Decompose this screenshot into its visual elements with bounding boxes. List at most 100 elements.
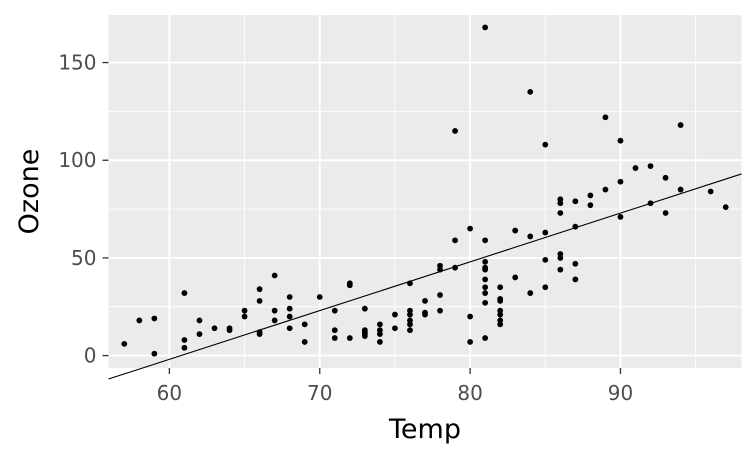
x-axis: 60 70 80 90	[157, 368, 633, 405]
data-point	[151, 350, 158, 357]
data-point	[226, 327, 233, 334]
data-point	[557, 200, 564, 207]
data-point	[647, 163, 654, 170]
data-point	[617, 178, 624, 185]
data-point	[181, 344, 188, 351]
data-point	[422, 297, 428, 304]
data-point	[376, 339, 383, 345]
data-point	[452, 237, 458, 244]
data-point	[331, 335, 338, 341]
y-tick-label: 150	[58, 51, 96, 75]
data-point	[587, 192, 594, 199]
data-point	[286, 325, 293, 332]
data-point	[376, 321, 383, 328]
data-point	[271, 317, 278, 324]
data-point	[707, 188, 714, 195]
data-point	[527, 233, 534, 240]
data-point	[271, 307, 278, 314]
data-point	[497, 284, 504, 291]
data-point	[497, 311, 504, 318]
data-point	[512, 274, 519, 281]
x-tick-label: 90	[608, 381, 633, 405]
data-point	[346, 335, 353, 341]
data-point	[256, 286, 263, 293]
data-point	[271, 272, 278, 279]
data-point	[482, 299, 489, 306]
data-point	[211, 325, 218, 332]
data-point	[361, 333, 368, 339]
data-point	[662, 210, 669, 216]
y-tick-label: 0	[84, 344, 97, 368]
regression-line-group	[108, 173, 742, 380]
data-point	[301, 321, 308, 328]
data-point	[316, 294, 323, 300]
data-point	[467, 225, 474, 232]
x-axis-title: Temp	[388, 414, 461, 445]
data-point	[482, 24, 489, 31]
data-point	[482, 290, 489, 296]
data-point	[121, 340, 128, 347]
data-point	[527, 290, 534, 296]
data-point	[467, 339, 474, 345]
data-point	[286, 294, 293, 300]
data-point	[482, 335, 489, 341]
data-point	[346, 282, 353, 289]
data-point	[617, 213, 624, 220]
data-point	[241, 313, 248, 320]
data-point	[722, 204, 729, 211]
data-points	[121, 24, 729, 357]
x-tick-label: 60	[157, 381, 182, 405]
data-point	[437, 307, 443, 314]
data-point	[136, 317, 143, 324]
data-point	[181, 290, 188, 296]
data-point	[437, 292, 443, 298]
data-point	[181, 337, 188, 343]
data-point	[542, 141, 549, 148]
regression-line	[108, 173, 742, 380]
data-point	[617, 137, 624, 144]
minor-gridlines	[108, 15, 742, 368]
y-axis-title: Ozone	[14, 149, 45, 235]
y-axis: 0 50 100 150	[58, 51, 109, 368]
data-point	[407, 321, 413, 328]
data-point	[256, 331, 263, 338]
data-point	[392, 325, 398, 332]
data-point	[361, 305, 368, 312]
data-point	[572, 260, 579, 267]
data-point	[376, 331, 383, 338]
plot-panel	[108, 15, 742, 368]
data-point	[196, 331, 203, 338]
data-point	[452, 128, 458, 134]
data-point	[331, 307, 338, 314]
data-point	[512, 227, 519, 234]
data-point	[677, 122, 684, 128]
data-point	[557, 266, 564, 273]
data-point	[602, 114, 609, 121]
data-point	[482, 284, 489, 291]
data-point	[587, 202, 594, 209]
data-point	[482, 276, 489, 283]
data-point	[407, 327, 413, 334]
data-point	[392, 311, 398, 318]
data-point	[482, 266, 489, 273]
x-tick-label: 80	[457, 381, 482, 405]
data-point	[407, 311, 413, 318]
data-point	[331, 327, 338, 334]
data-point	[632, 165, 639, 171]
data-point	[602, 186, 609, 193]
data-point	[286, 305, 293, 312]
data-point	[196, 317, 203, 324]
data-point	[467, 313, 474, 320]
data-point	[557, 210, 564, 216]
major-gridlines	[108, 15, 742, 368]
data-point	[256, 297, 263, 304]
data-point	[482, 237, 489, 244]
data-point	[542, 229, 549, 236]
y-tick-label: 50	[71, 246, 96, 270]
data-point	[557, 255, 564, 261]
data-point	[542, 284, 549, 291]
data-point	[572, 198, 579, 205]
data-point	[482, 258, 489, 265]
x-tick-label: 70	[307, 381, 332, 405]
